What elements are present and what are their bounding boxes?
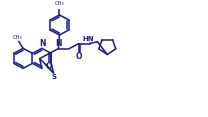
Text: O: O [46,62,52,71]
Text: HN: HN [83,36,94,42]
Text: S: S [52,74,57,80]
Text: O: O [76,53,82,62]
Text: CH₃: CH₃ [55,1,64,6]
Text: CH₃: CH₃ [13,35,22,40]
Text: N: N [56,39,62,48]
Text: N: N [39,39,46,48]
